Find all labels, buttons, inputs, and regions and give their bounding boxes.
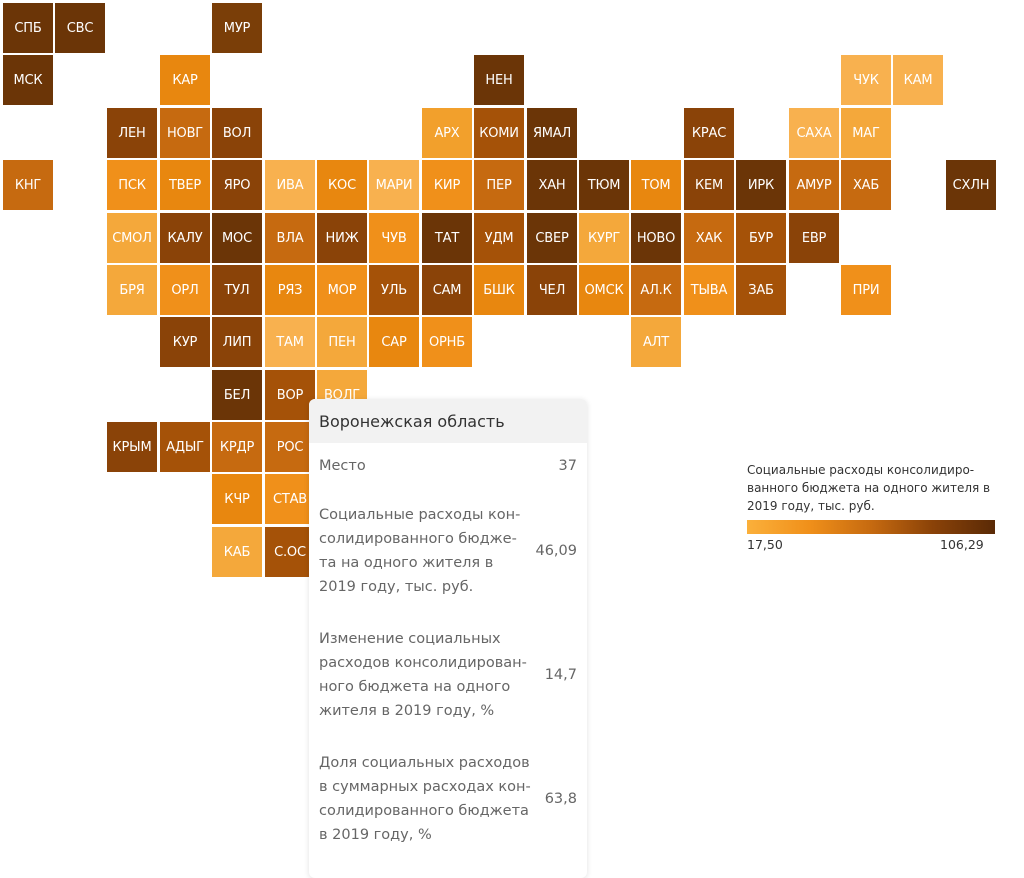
region-tile[interactable]: СХЛН (946, 160, 996, 210)
tooltip-value: 37 (558, 458, 577, 474)
tooltip-row-rank: Место 37 (309, 443, 587, 489)
region-tile[interactable]: КИР (422, 160, 472, 210)
region-tile[interactable]: КЕМ (684, 160, 734, 210)
region-tile[interactable]: КУРГ (579, 213, 629, 263)
legend-color-scale (747, 520, 995, 534)
region-tile[interactable]: КОМИ (474, 108, 524, 158)
region-tile[interactable]: КОС (317, 160, 367, 210)
region-tile[interactable]: САМ (422, 265, 472, 315)
region-tile[interactable]: МАРИ (369, 160, 419, 210)
region-tile[interactable]: ТУЛ (212, 265, 262, 315)
region-tile[interactable]: ЯМАЛ (527, 108, 577, 158)
region-tile[interactable]: КЧР (212, 474, 262, 524)
region-tile[interactable]: КРАС (684, 108, 734, 158)
region-tile[interactable]: ЕВР (789, 213, 839, 263)
region-tile[interactable]: СПБ (3, 3, 53, 53)
region-tile[interactable]: КАЛУ (160, 213, 210, 263)
region-tile[interactable]: ПРИ (841, 265, 891, 315)
region-tile[interactable]: МАГ (841, 108, 891, 158)
region-tile[interactable]: ТЫВА (684, 265, 734, 315)
legend-max-value: 106,29 (940, 537, 984, 552)
region-tile[interactable]: МУР (212, 3, 262, 53)
region-tile[interactable]: АЛ.К (631, 265, 681, 315)
region-tile[interactable]: САР (369, 317, 419, 367)
region-tile[interactable]: ПЕН (317, 317, 367, 367)
region-tile[interactable]: ИРК (736, 160, 786, 210)
region-tile[interactable]: КАР (160, 55, 210, 105)
region-tile[interactable]: ОРЛ (160, 265, 210, 315)
tooltip-label: Социальные расходы кон- солидированного … (319, 507, 521, 595)
region-tile[interactable]: ОМСК (579, 265, 629, 315)
tooltip-row-social-spending: Социальные расходы кон- солидированного … (309, 489, 587, 613)
region-tile[interactable]: ЛЕН (107, 108, 157, 158)
tooltip-label: Изменение социальных расходов консолидир… (319, 631, 527, 719)
tooltip-row-spending-share: Доля социальных расходов в суммарных рас… (309, 737, 587, 861)
region-tile[interactable]: ЧУВ (369, 213, 419, 263)
region-tile[interactable]: БРЯ (107, 265, 157, 315)
tooltip-value: 46,09 (535, 543, 577, 559)
region-tooltip: Воронежская область Место 37 Социальные … (309, 399, 587, 878)
region-tile[interactable]: САХА (789, 108, 839, 158)
tooltip-row-spending-change: Изменение социальных расходов консолидир… (309, 613, 587, 737)
region-tile[interactable]: СВС (55, 3, 105, 53)
region-tile[interactable]: КУР (160, 317, 210, 367)
region-tile[interactable]: КАБ (212, 527, 262, 577)
region-tile[interactable]: АРХ (422, 108, 472, 158)
region-tile[interactable]: ВЛА (265, 213, 315, 263)
region-tile[interactable]: АМУР (789, 160, 839, 210)
region-tile[interactable]: СТАВ (265, 474, 315, 524)
region-tile[interactable]: АДЫГ (160, 422, 210, 472)
region-tile[interactable]: ТАМ (265, 317, 315, 367)
region-tile[interactable]: ЛИП (212, 317, 262, 367)
region-tile[interactable]: МОР (317, 265, 367, 315)
region-tile[interactable]: КНГ (3, 160, 53, 210)
region-tile[interactable]: ЯРО (212, 160, 262, 210)
region-tile[interactable]: НИЖ (317, 213, 367, 263)
region-tile[interactable]: НЕН (474, 55, 524, 105)
region-tile[interactable]: БШК (474, 265, 524, 315)
region-tile[interactable]: АЛТ (631, 317, 681, 367)
region-tile[interactable]: УЛЬ (369, 265, 419, 315)
region-tile[interactable]: НОВГ (160, 108, 210, 158)
tooltip-label: Место (319, 458, 366, 474)
region-tile[interactable]: РЯЗ (265, 265, 315, 315)
region-tile[interactable]: БУР (736, 213, 786, 263)
region-tile[interactable]: УДМ (474, 213, 524, 263)
region-tile[interactable]: СМОЛ (107, 213, 157, 263)
region-tile[interactable]: КАМ (893, 55, 943, 105)
region-tile[interactable]: МОС (212, 213, 262, 263)
tooltip-value: 63,8 (544, 791, 577, 807)
tooltip-value: 14,7 (544, 667, 577, 683)
region-tile[interactable]: РОС (265, 422, 315, 472)
region-tile[interactable]: ХАБ (841, 160, 891, 210)
region-tile[interactable]: ТВЕР (160, 160, 210, 210)
region-tile[interactable]: НОВО (631, 213, 681, 263)
tooltip-label: Доля социальных расходов в суммарных рас… (319, 755, 531, 843)
region-tile[interactable]: ПЕР (474, 160, 524, 210)
region-tile[interactable]: С.ОС (265, 527, 315, 577)
region-tile[interactable]: ВОР (265, 370, 315, 420)
region-tile[interactable]: ХАК (684, 213, 734, 263)
region-tile[interactable]: ЗАБ (736, 265, 786, 315)
tooltip-title: Воронежская область (309, 399, 587, 443)
region-tile[interactable]: КРДР (212, 422, 262, 472)
region-tile[interactable]: КРЫМ (107, 422, 157, 472)
region-tile[interactable]: СВЕР (527, 213, 577, 263)
region-tile[interactable]: ТОМ (631, 160, 681, 210)
region-tile[interactable]: ОРНБ (422, 317, 472, 367)
region-tile[interactable]: ИВА (265, 160, 315, 210)
region-tile[interactable]: ХАН (527, 160, 577, 210)
region-tile[interactable]: ТЮМ (579, 160, 629, 210)
legend-min-value: 17,50 (747, 537, 783, 552)
region-tile[interactable]: ПСК (107, 160, 157, 210)
legend-title: Социальные расходы консолидиро- ванного … (747, 463, 991, 513)
region-tile[interactable]: БЕЛ (212, 370, 262, 420)
region-tile[interactable]: ВОЛ (212, 108, 262, 158)
region-tile[interactable]: МСК (3, 55, 53, 105)
region-tile[interactable]: ЧУК (841, 55, 891, 105)
region-tile[interactable]: ЧЕЛ (527, 265, 577, 315)
region-tile[interactable]: ТАТ (422, 213, 472, 263)
